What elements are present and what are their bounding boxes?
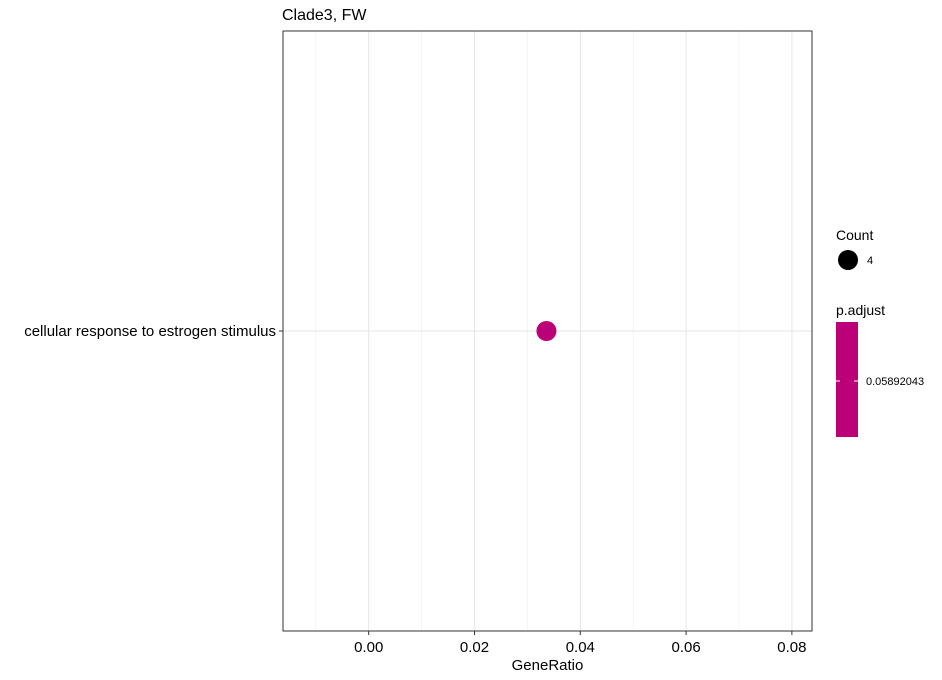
- data-points: [536, 321, 557, 341]
- x-tick-label: 0.00: [354, 639, 383, 656]
- x-tick-label: 0.04: [566, 639, 595, 656]
- legend-padjust-colorbar: [836, 322, 858, 437]
- x-tick-label: 0.02: [460, 639, 489, 656]
- data-point: [536, 321, 557, 341]
- x-tick-label: 0.06: [671, 639, 700, 656]
- y-tick-label: cellular response to estrogen stimulus: [24, 323, 276, 340]
- legend-count-title: Count: [836, 227, 873, 243]
- x-axis-label: GeneRatio: [512, 657, 584, 674]
- chart-title: Clade3, FW: [282, 7, 367, 24]
- legend-padjust-title: p.adjust: [836, 302, 885, 318]
- legend-padjust-label: 0.05892043: [866, 376, 924, 388]
- x-tick-label: 0.08: [777, 639, 806, 656]
- legend-count-symbol: [838, 250, 858, 270]
- legend-padjust: p.adjust 0.05892043: [836, 302, 924, 437]
- y-axis: cellular response to estrogen stimulus: [24, 323, 283, 340]
- legend-count: Count 4: [836, 227, 873, 270]
- x-axis: 0.00 0.02 0.04 0.06 0.08: [354, 631, 806, 656]
- legend-count-label: 4: [867, 255, 873, 267]
